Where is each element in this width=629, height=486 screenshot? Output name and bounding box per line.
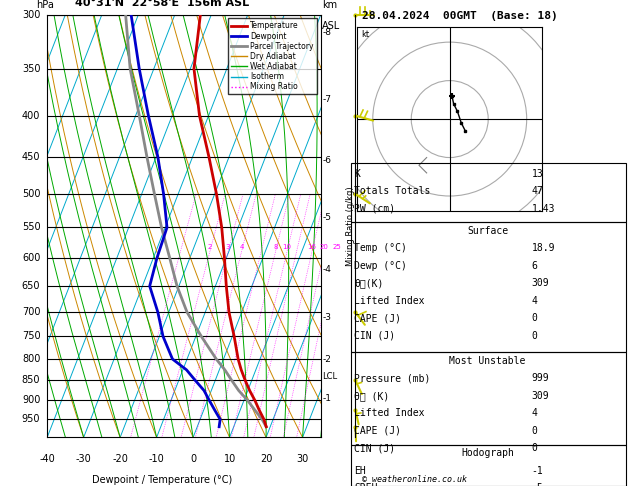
Text: 650: 650 — [22, 281, 40, 291]
Text: 300: 300 — [22, 10, 40, 19]
Text: EH: EH — [354, 466, 366, 476]
Text: -6: -6 — [322, 156, 331, 165]
Text: CAPE (J): CAPE (J) — [354, 313, 401, 324]
Text: © weatheronline.co.uk: © weatheronline.co.uk — [362, 474, 467, 484]
Text: 450: 450 — [22, 152, 40, 162]
Text: Pressure (mb): Pressure (mb) — [354, 373, 430, 383]
Text: 2: 2 — [208, 244, 212, 250]
Text: Surface: Surface — [467, 226, 508, 236]
Text: 900: 900 — [22, 396, 40, 405]
Legend: Temperature, Dewpoint, Parcel Trajectory, Dry Adiabat, Wet Adiabat, Isotherm, Mi: Temperature, Dewpoint, Parcel Trajectory… — [228, 18, 317, 94]
Text: Lifted Index: Lifted Index — [354, 296, 425, 306]
Text: -40: -40 — [39, 454, 55, 464]
Text: ASL: ASL — [322, 21, 340, 31]
Text: CAPE (J): CAPE (J) — [354, 426, 401, 436]
Text: LCL: LCL — [322, 372, 337, 381]
Text: hPa: hPa — [36, 0, 54, 10]
Text: Most Unstable: Most Unstable — [449, 356, 526, 366]
Text: km: km — [322, 0, 337, 10]
Text: PW (cm): PW (cm) — [354, 204, 395, 214]
Text: 0: 0 — [532, 313, 537, 324]
Text: 500: 500 — [22, 189, 40, 199]
Text: CIN (J): CIN (J) — [354, 443, 395, 453]
Text: -5: -5 — [532, 483, 543, 486]
Text: 16: 16 — [308, 244, 316, 250]
Text: -10: -10 — [148, 454, 165, 464]
Text: 550: 550 — [22, 223, 40, 232]
Text: 20: 20 — [320, 244, 328, 250]
Text: 4: 4 — [532, 408, 537, 418]
Text: 1.43: 1.43 — [532, 204, 555, 214]
Text: 4: 4 — [239, 244, 243, 250]
Text: Lifted Index: Lifted Index — [354, 408, 425, 418]
Text: θᴇ (K): θᴇ (K) — [354, 391, 389, 401]
Text: Dewp (°C): Dewp (°C) — [354, 261, 407, 271]
Text: 6: 6 — [532, 261, 537, 271]
Text: 25: 25 — [332, 244, 341, 250]
Text: 20: 20 — [260, 454, 272, 464]
Text: 0: 0 — [532, 426, 537, 436]
Text: 950: 950 — [22, 415, 40, 424]
Text: -1: -1 — [322, 394, 331, 403]
Text: 350: 350 — [22, 64, 40, 74]
Text: Totals Totals: Totals Totals — [354, 186, 430, 196]
Text: 800: 800 — [22, 354, 40, 364]
Text: Temp (°C): Temp (°C) — [354, 243, 407, 254]
Text: -30: -30 — [75, 454, 92, 464]
Text: -4: -4 — [322, 265, 331, 274]
Text: -20: -20 — [112, 454, 128, 464]
Text: 600: 600 — [22, 253, 40, 263]
Text: K: K — [354, 169, 360, 179]
Text: 10: 10 — [223, 454, 236, 464]
Text: 309: 309 — [532, 391, 549, 401]
Text: -1: -1 — [532, 466, 543, 476]
Text: kt: kt — [361, 31, 369, 39]
Text: SREH: SREH — [354, 483, 377, 486]
Text: 30: 30 — [296, 454, 309, 464]
Text: 4: 4 — [532, 296, 537, 306]
Text: -5: -5 — [322, 213, 331, 222]
Text: 28.04.2024  00GMT  (Base: 18): 28.04.2024 00GMT (Base: 18) — [362, 11, 557, 21]
Text: -7: -7 — [322, 95, 331, 104]
Text: Mixing Ratio (g/kg): Mixing Ratio (g/kg) — [347, 186, 355, 266]
Text: 0: 0 — [532, 443, 537, 453]
Text: -8: -8 — [322, 28, 331, 37]
Text: 3: 3 — [226, 244, 230, 250]
Text: Hodograph: Hodograph — [461, 448, 514, 458]
Text: 400: 400 — [22, 111, 40, 121]
Text: 40°31'N  22°58'E  156m ASL: 40°31'N 22°58'E 156m ASL — [75, 0, 249, 8]
Text: 0: 0 — [532, 331, 537, 341]
Text: CIN (J): CIN (J) — [354, 331, 395, 341]
Text: 47: 47 — [532, 186, 543, 196]
Text: 8: 8 — [273, 244, 277, 250]
Text: 850: 850 — [22, 375, 40, 385]
Text: 750: 750 — [22, 331, 40, 341]
Text: 18.9: 18.9 — [532, 243, 555, 254]
Text: θᴇ(K): θᴇ(K) — [354, 278, 384, 289]
Text: 309: 309 — [532, 278, 549, 289]
Text: 10: 10 — [282, 244, 291, 250]
Text: 999: 999 — [532, 373, 549, 383]
Text: 13: 13 — [532, 169, 543, 179]
Text: 700: 700 — [22, 307, 40, 317]
Text: 0: 0 — [190, 454, 196, 464]
Text: -3: -3 — [322, 312, 331, 322]
Text: Dewpoint / Temperature (°C): Dewpoint / Temperature (°C) — [92, 475, 232, 486]
Text: -2: -2 — [322, 354, 331, 364]
